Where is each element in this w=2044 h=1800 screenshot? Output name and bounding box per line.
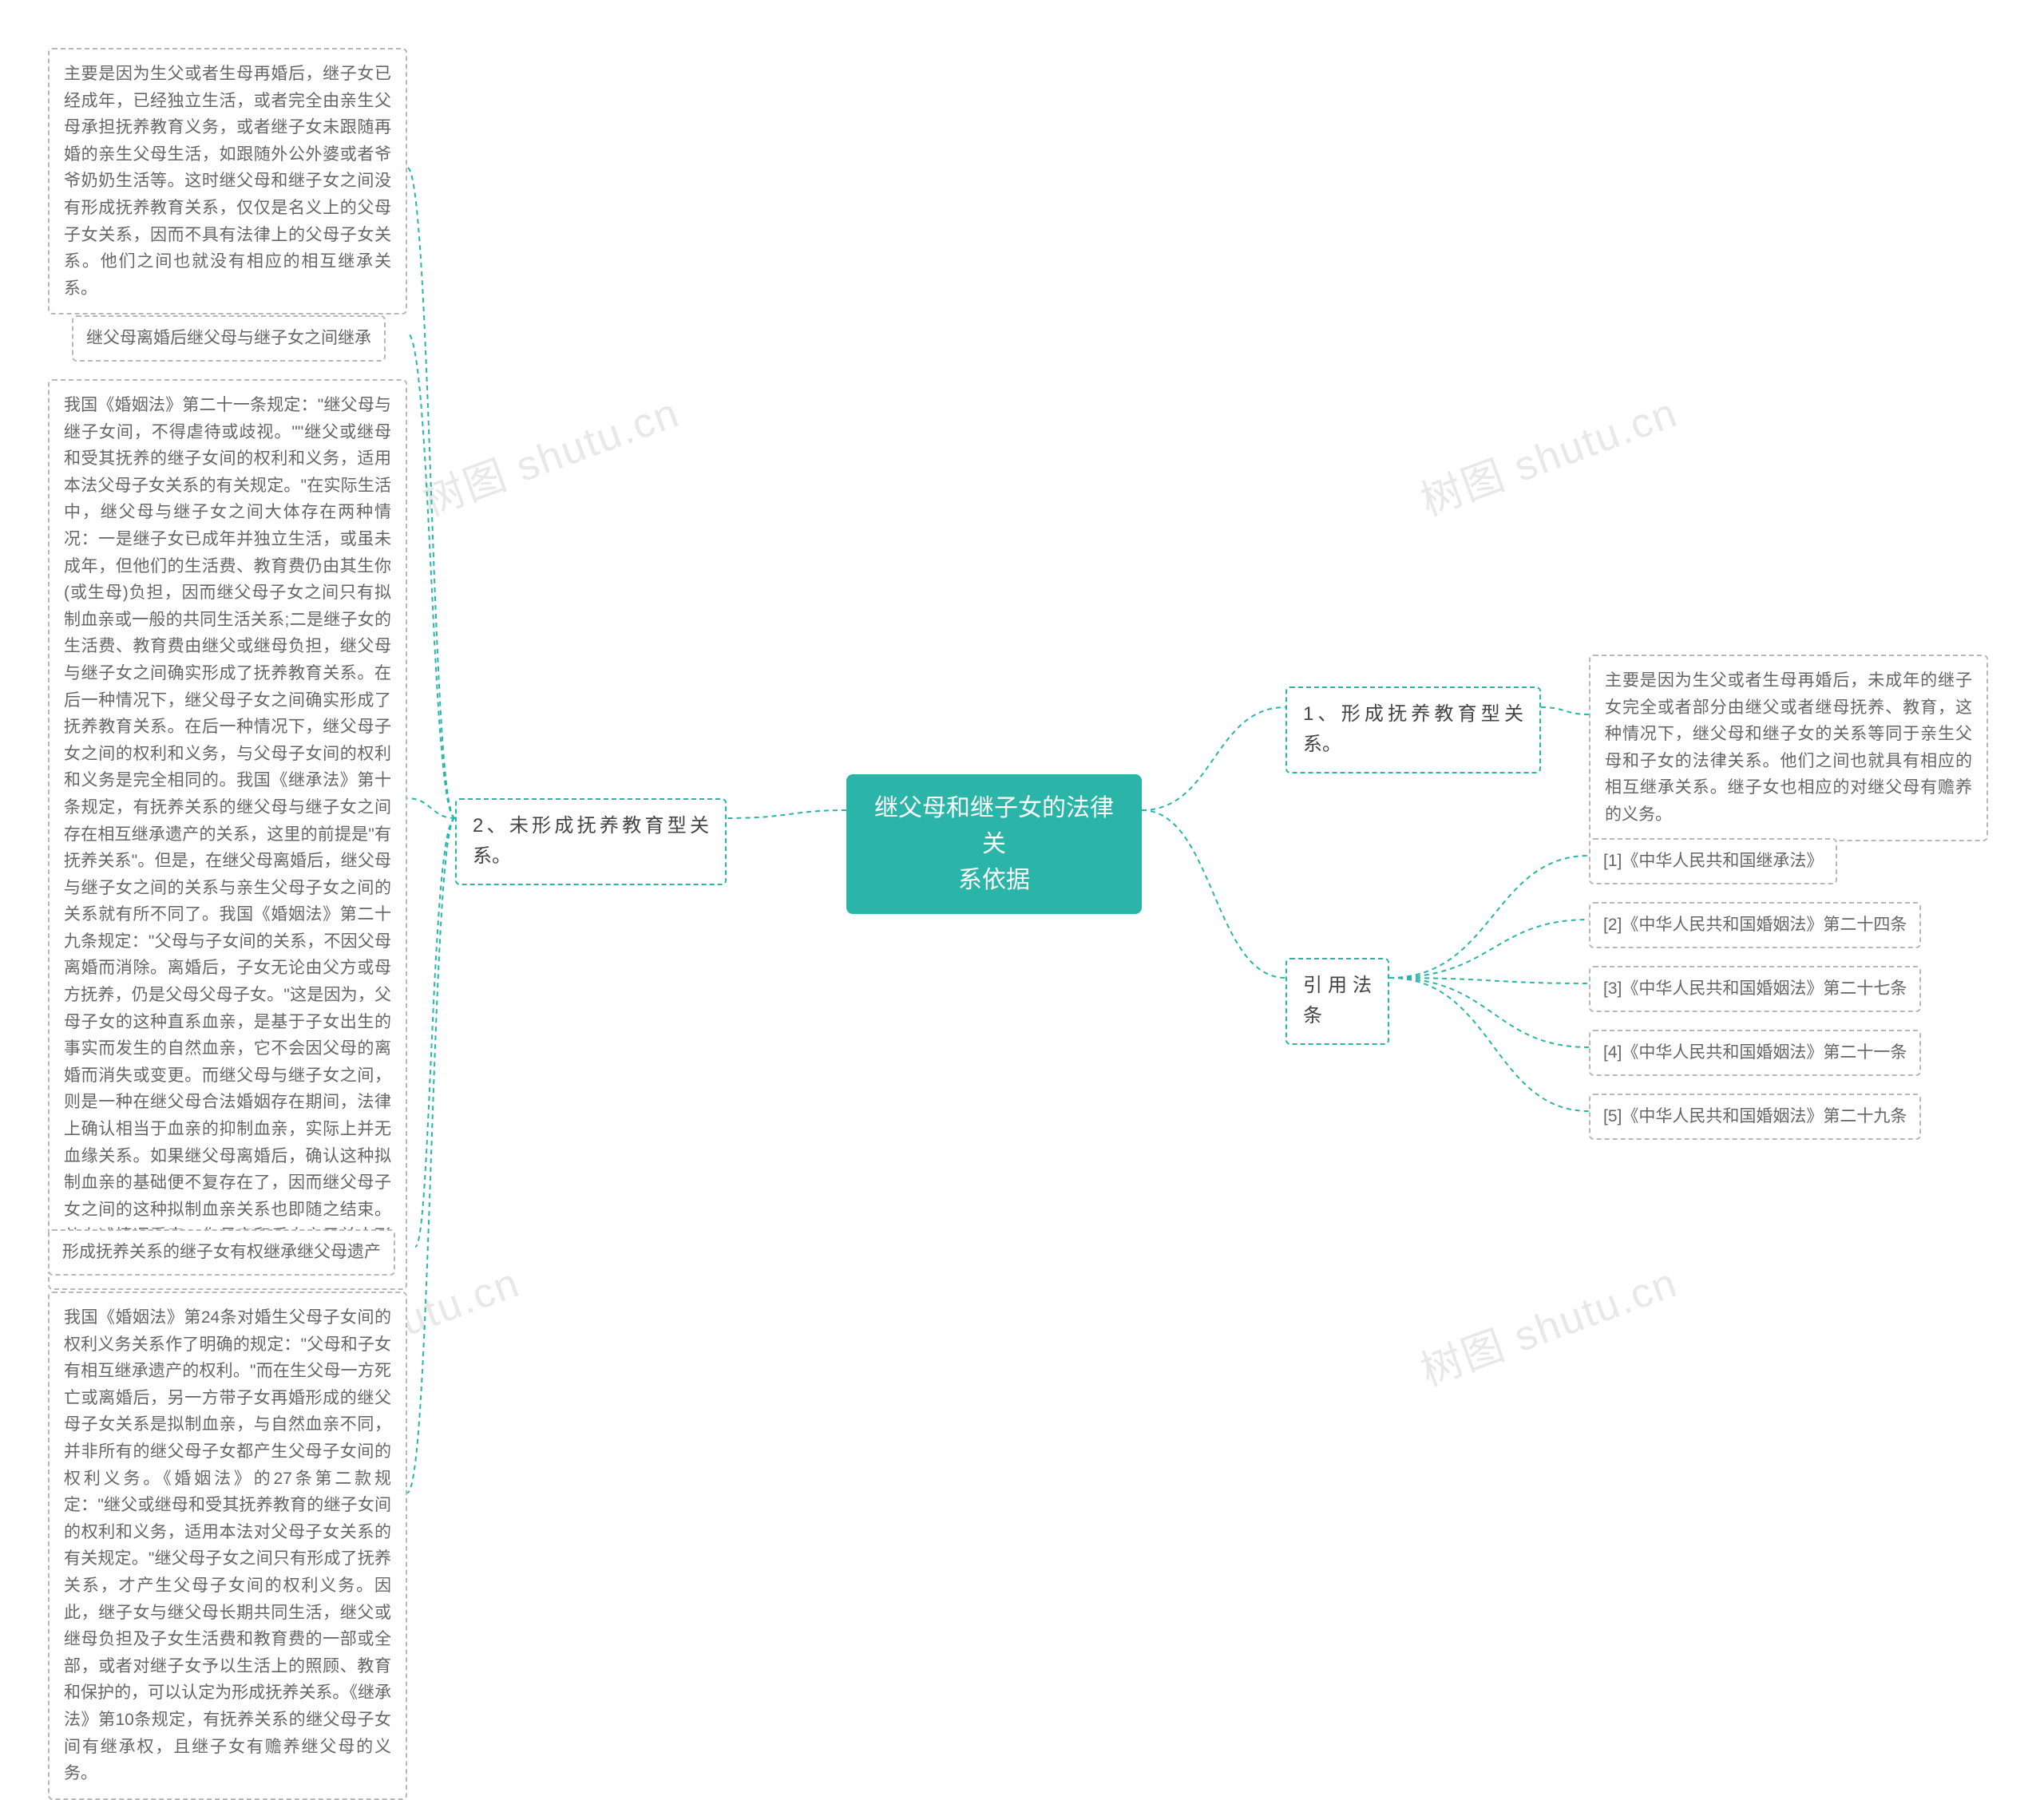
root-node[interactable]: 继父母和继子女的法律关 系依据 — [846, 774, 1142, 914]
leaf-law-2[interactable]: [2]《中华人民共和国婚姻法》第二十四条 — [1589, 902, 1921, 948]
branch-3[interactable]: 引用法条 — [1285, 958, 1389, 1045]
root-line2: 系依据 — [869, 862, 1119, 898]
leaf-l2-e[interactable]: 我国《婚姻法》第24条对婚生父母子女间的权利义务关系作了明确的规定："父母和子女… — [48, 1292, 407, 1800]
leaf-law-3[interactable]: [3]《中华人民共和国婚姻法》第二十七条 — [1589, 966, 1921, 1012]
leaf-law-5[interactable]: [5]《中华人民共和国婚姻法》第二十九条 — [1589, 1094, 1921, 1140]
leaf-law-1[interactable]: [1]《中华人民共和国继承法》 — [1589, 838, 1837, 884]
leaf-l2-a[interactable]: 主要是因为生父或者生母再婚后，继子女已经成年，已经独立生活，或者完全由亲生父母承… — [48, 48, 407, 315]
watermark-4: 树图 shutu.cn — [1411, 1249, 1684, 1398]
leaf-r1-detail[interactable]: 主要是因为生父或者生母再婚后，未成年的继子女完全或者部分由继父或者继母抚养、教育… — [1589, 655, 1988, 841]
leaf-l2-c[interactable]: 我国《婚姻法》第二十一条规定："继父母与继子女间，不得虐待或歧视。""继父或继母… — [48, 379, 407, 1290]
leaf-law-4[interactable]: [4]《中华人民共和国婚姻法》第二十一条 — [1589, 1030, 1921, 1076]
branch-2[interactable]: 2、未形成抚养教育型关系。 — [455, 798, 727, 885]
branch-1[interactable]: 1、形成抚养教育型关系。 — [1285, 686, 1541, 773]
watermark-1: 树图 shutu.cn — [413, 379, 686, 528]
leaf-l2-d[interactable]: 形成抚养关系的继子女有权继承继父母遗产 — [48, 1229, 395, 1276]
root-line1: 继父母和继子女的法律关 — [869, 790, 1119, 862]
watermark-2: 树图 shutu.cn — [1411, 379, 1684, 528]
leaf-l2-b[interactable]: 继父母离婚后继父母与继子女之间继承 — [72, 315, 386, 362]
